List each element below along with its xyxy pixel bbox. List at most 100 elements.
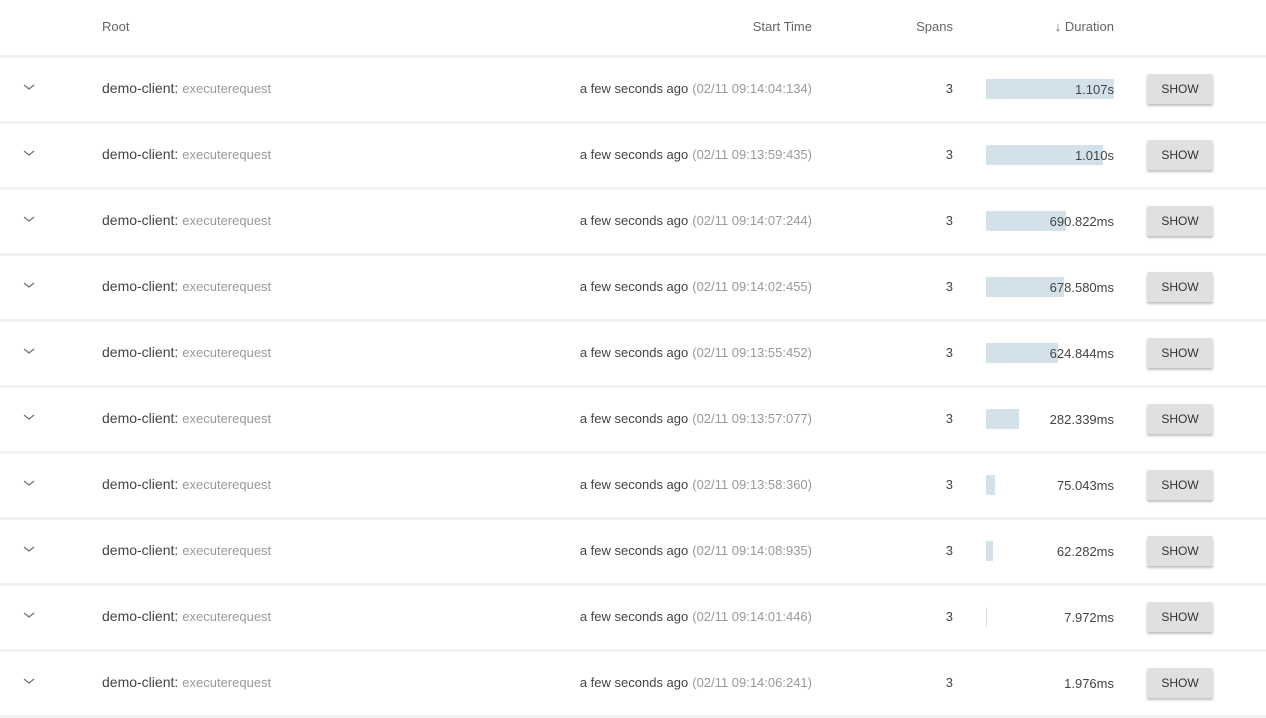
absolute-time: (02/11 09:13:58:360) (692, 477, 812, 492)
table-row[interactable]: demo-client: executerequest a few seconds… (0, 652, 1266, 718)
duration-cell: 282.339ms (986, 409, 1114, 429)
absolute-time: (02/11 09:14:07:244) (692, 213, 812, 228)
span-count: 3 (945, 279, 953, 294)
span-count: 3 (945, 609, 953, 624)
span-count: 3 (945, 81, 953, 96)
show-button[interactable]: SHOW (1147, 338, 1213, 368)
duration-cell: 690.822ms (986, 211, 1114, 231)
duration-bar (986, 79, 1114, 99)
span-count: 3 (945, 345, 953, 360)
show-button[interactable]: SHOW (1147, 272, 1213, 302)
operation-name: executerequest (182, 81, 272, 96)
span-count: 3 (945, 477, 953, 492)
absolute-time: (02/11 09:13:57:077) (692, 411, 812, 426)
duration-cell: 7.972ms (986, 607, 1114, 627)
operation-name: executerequest (182, 345, 272, 360)
chevron-down-icon[interactable] (22, 544, 36, 554)
table-row[interactable]: demo-client: executerequest a few seconds… (0, 454, 1266, 520)
service-name: demo-client: (102, 212, 179, 228)
table-row[interactable]: demo-client: executerequest a few seconds… (0, 586, 1266, 652)
duration-value: 75.043ms (1056, 478, 1114, 493)
arrow-down-icon: ↓ (1054, 19, 1062, 34)
span-count: 3 (945, 411, 953, 426)
root-span: demo-client: executerequest (102, 80, 271, 96)
show-button[interactable]: SHOW (1147, 668, 1213, 698)
start-time: a few seconds ago (02/11 09:14:06:241) (580, 675, 812, 690)
duration-bar (986, 211, 1066, 231)
service-name: demo-client: (102, 608, 179, 624)
chevron-down-icon[interactable] (22, 676, 36, 686)
root-span: demo-client: executerequest (102, 212, 271, 228)
duration-value: 282.339ms (1049, 412, 1114, 427)
show-button[interactable]: SHOW (1147, 140, 1213, 170)
duration-bar (986, 607, 987, 627)
root-span: demo-client: executerequest (102, 674, 271, 690)
duration-bar (986, 475, 995, 495)
operation-name: executerequest (182, 543, 272, 558)
chevron-down-icon[interactable] (22, 280, 36, 290)
table-row[interactable]: demo-client: executerequest a few seconds… (0, 190, 1266, 256)
root-span: demo-client: executerequest (102, 542, 271, 558)
start-time: a few seconds ago (02/11 09:14:02:455) (580, 279, 812, 294)
table-row[interactable]: demo-client: executerequest a few seconds… (0, 256, 1266, 322)
start-time: a few seconds ago (02/11 09:13:57:077) (580, 411, 812, 426)
table-row[interactable]: demo-client: executerequest a few seconds… (0, 58, 1266, 124)
relative-time: a few seconds ago (579, 147, 689, 162)
service-name: demo-client: (102, 410, 179, 426)
duration-cell: 678.580ms (986, 277, 1114, 297)
relative-time: a few seconds ago (579, 345, 689, 360)
column-start-time[interactable]: Start Time (752, 19, 812, 34)
table-row[interactable]: demo-client: executerequest a few seconds… (0, 124, 1266, 190)
relative-time: a few seconds ago (579, 213, 689, 228)
start-time: a few seconds ago (02/11 09:14:01:446) (580, 609, 812, 624)
relative-time: a few seconds ago (579, 81, 689, 96)
operation-name: executerequest (182, 477, 272, 492)
chevron-down-icon[interactable] (22, 346, 36, 356)
duration-value: 7.972ms (1064, 610, 1114, 625)
table-row[interactable]: demo-client: executerequest a few seconds… (0, 520, 1266, 586)
service-name: demo-client: (102, 344, 179, 360)
start-time: a few seconds ago (02/11 09:13:59:435) (580, 147, 812, 162)
chevron-down-icon[interactable] (22, 148, 36, 158)
duration-cell: 62.282ms (986, 541, 1114, 561)
duration-cell: 1.107s (986, 79, 1114, 99)
column-spans[interactable]: Spans (916, 19, 953, 34)
table-header: Root Start Time Spans ↓ Duration (0, 0, 1266, 58)
chevron-down-icon[interactable] (22, 82, 36, 92)
operation-name: executerequest (182, 609, 272, 624)
chevron-down-icon[interactable] (22, 412, 36, 422)
span-count: 3 (945, 213, 953, 228)
root-span: demo-client: executerequest (102, 344, 271, 360)
show-button[interactable]: SHOW (1147, 602, 1213, 632)
root-span: demo-client: executerequest (102, 278, 271, 294)
duration-value: 1.010s (1074, 148, 1114, 163)
service-name: demo-client: (102, 80, 179, 96)
relative-time: a few seconds ago (579, 675, 689, 690)
operation-name: executerequest (182, 147, 272, 162)
show-button[interactable]: SHOW (1147, 74, 1213, 104)
span-count: 3 (945, 147, 953, 162)
operation-name: executerequest (182, 411, 272, 426)
root-span: demo-client: executerequest (102, 146, 271, 162)
trace-list: demo-client: executerequest a few seconds… (0, 58, 1266, 718)
chevron-down-icon[interactable] (22, 478, 36, 488)
duration-cell: 75.043ms (986, 475, 1114, 495)
absolute-time: (02/11 09:13:59:435) (692, 147, 812, 162)
column-duration[interactable]: ↓ Duration (1054, 19, 1114, 34)
show-button[interactable]: SHOW (1147, 470, 1213, 500)
duration-value: 624.844ms (1049, 346, 1114, 361)
service-name: demo-client: (102, 674, 179, 690)
duration-value: 690.822ms (1049, 214, 1114, 229)
duration-bar (986, 145, 1103, 165)
chevron-down-icon[interactable] (22, 610, 36, 620)
show-button[interactable]: SHOW (1147, 536, 1213, 566)
column-root[interactable]: Root (102, 19, 130, 34)
table-row[interactable]: demo-client: executerequest a few seconds… (0, 388, 1266, 454)
absolute-time: (02/11 09:14:06:241) (692, 675, 812, 690)
show-button[interactable]: SHOW (1147, 404, 1213, 434)
start-time: a few seconds ago (02/11 09:14:07:244) (580, 213, 812, 228)
table-row[interactable]: demo-client: executerequest a few seconds… (0, 322, 1266, 388)
duration-value: 1.107s (1074, 82, 1114, 97)
chevron-down-icon[interactable] (22, 214, 36, 224)
show-button[interactable]: SHOW (1147, 206, 1213, 236)
